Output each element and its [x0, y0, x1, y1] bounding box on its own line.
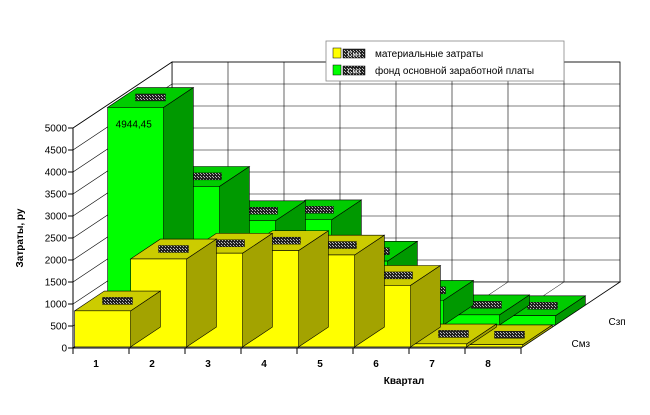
- legend-swatch-text: Смз: [348, 52, 361, 59]
- y-tick-label: 3000: [45, 212, 68, 223]
- x-tick-label: 6: [373, 359, 379, 370]
- bar: [465, 324, 554, 348]
- y-axis: 0 500 1000 1500 2000 2500 3000 3500 4000 4500 5000: [45, 124, 74, 355]
- y-tick-label: 1500: [45, 278, 68, 289]
- y-tick-label: 2500: [45, 234, 68, 245]
- x-tick-label: 3: [205, 359, 211, 370]
- bar-marker: [326, 241, 357, 249]
- chart-labels: Смз Сзп Квартал Затраты, ру 4944,45: [15, 119, 626, 387]
- y-tick-label: 4000: [45, 168, 68, 179]
- x-tick-label: 4: [261, 359, 267, 370]
- bar-front: [74, 310, 131, 348]
- bar: [442, 294, 531, 326]
- x-axis-title: Квартал: [384, 376, 424, 387]
- legend-item: Смз материальные затраты: [332, 47, 483, 60]
- legend-swatch: [332, 64, 342, 76]
- legend-label: материальные затраты: [375, 49, 483, 60]
- x-tick-label: 2: [149, 359, 155, 370]
- legend-swatch-marker: [342, 48, 366, 59]
- series-smz: [73, 230, 554, 348]
- bar-marker: [494, 331, 525, 339]
- bar-marker: [214, 239, 245, 247]
- chart-bars: [73, 86, 587, 348]
- y-tick-label: 1000: [45, 300, 68, 311]
- y-axis-title: Затраты, ру: [15, 208, 26, 267]
- chart-axes: 0 500 1000 1500 2000 2500 3000 3500 4000 4500 5000…: [45, 124, 522, 370]
- x-axis: 1 2 3 4 5 6 7 8: [72, 347, 522, 370]
- bar-marker: [303, 206, 334, 214]
- bar-marker: [102, 297, 133, 305]
- data-label: 4944,45: [116, 119, 153, 130]
- x-tick-label: 7: [429, 359, 435, 370]
- x-tick-label: 8: [485, 359, 491, 370]
- bar-marker: [191, 172, 222, 181]
- y-tick-label: 500: [50, 322, 67, 333]
- bar-marker: [438, 330, 469, 338]
- x-tick-label: 1: [93, 359, 99, 370]
- legend-swatch-text: Смз: [348, 69, 361, 76]
- bar: [73, 290, 162, 348]
- bar-marker: [382, 271, 413, 280]
- legend: Смз материальные затраты Смз фонд основной …: [325, 40, 565, 82]
- x-tick-label: 5: [317, 359, 323, 370]
- bar-front: [410, 343, 467, 348]
- bar-front: [466, 344, 523, 348]
- y-tick-label: 2000: [45, 256, 68, 267]
- bar-marker: [158, 245, 189, 253]
- y-tick-label: 0: [61, 344, 67, 355]
- bar-marker: [471, 301, 502, 309]
- bar-marker: [527, 302, 558, 310]
- bar-side: [298, 230, 329, 348]
- y-tick-label: 3500: [45, 190, 68, 201]
- depth-label-smz: Смз: [572, 339, 591, 350]
- bar-marker: [247, 207, 278, 215]
- gridline-y: [72, 83, 620, 151]
- legend-box: [325, 40, 565, 82]
- legend-swatch-marker: [342, 65, 366, 76]
- bar: [409, 323, 498, 348]
- y-tick-label: 4500: [45, 146, 68, 157]
- bar-marker: [135, 93, 166, 102]
- legend-item: Смз фонд основной заработной платы: [332, 64, 534, 77]
- y-tick-label: 5000: [45, 124, 68, 135]
- depth-label-szp: Сзп: [609, 317, 626, 328]
- bar-marker: [270, 236, 301, 245]
- legend-swatch: [332, 47, 342, 59]
- legend-label: фонд основной заработной платы: [375, 65, 534, 77]
